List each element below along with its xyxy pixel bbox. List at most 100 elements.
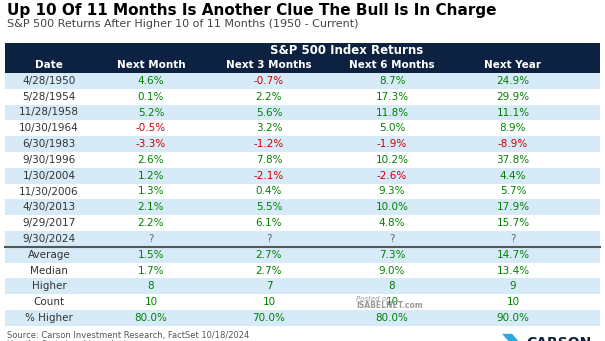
Text: 80.0%: 80.0% [134,313,168,323]
Text: Next Year: Next Year [485,60,541,71]
Text: 24.9%: 24.9% [497,76,529,86]
Text: 17.9%: 17.9% [497,202,529,212]
Bar [5,231,600,247]
Bar [5,89,600,105]
Text: 4/30/2013: 4/30/2013 [22,202,76,212]
Text: 5.0%: 5.0% [379,123,405,133]
Bar [5,43,600,58]
Text: 10: 10 [385,297,399,307]
Text: 11/28/1958: 11/28/1958 [19,107,79,118]
Bar [5,263,600,278]
Text: 5.5%: 5.5% [256,202,283,212]
Text: ?: ? [510,234,515,244]
Text: Next 6 Months: Next 6 Months [349,60,435,71]
Text: 1.5%: 1.5% [138,250,164,260]
Text: 10: 10 [145,297,157,307]
Text: 1.3%: 1.3% [138,187,164,196]
Text: 1/30/2004: 1/30/2004 [22,171,76,181]
Text: Up 10 Of 11 Months Is Another Clue The Bull Is In Charge: Up 10 Of 11 Months Is Another Clue The B… [7,3,497,18]
Polygon shape [502,334,520,341]
Text: Higher: Higher [31,281,67,291]
Text: 2.2%: 2.2% [256,92,283,102]
Text: 9.3%: 9.3% [379,187,405,196]
Text: 29.9%: 29.9% [497,92,529,102]
Text: CARSON: CARSON [526,336,591,341]
Text: Next 3 Months: Next 3 Months [226,60,312,71]
Bar [5,247,600,263]
Bar [5,215,600,231]
Text: 8.7%: 8.7% [379,76,405,86]
Text: 7.3%: 7.3% [379,250,405,260]
Text: 2.7%: 2.7% [256,266,283,276]
Text: 10/30/1964: 10/30/1964 [19,123,79,133]
Text: 5/28/1954: 5/28/1954 [22,92,76,102]
Text: 37.8%: 37.8% [497,155,529,165]
Text: ?: ? [266,234,272,244]
Text: 0.1%: 0.1% [138,92,164,102]
Text: 10.0%: 10.0% [376,202,408,212]
Text: 2.7%: 2.7% [256,250,283,260]
Text: 5.2%: 5.2% [138,107,164,118]
Text: Median: Median [30,266,68,276]
Bar [5,105,600,120]
Text: 11.1%: 11.1% [497,107,529,118]
Text: Posted on: Posted on [356,296,390,302]
Text: % Higher: % Higher [25,313,73,323]
Text: 2.6%: 2.6% [138,155,164,165]
Text: 80.0%: 80.0% [376,313,408,323]
Text: 7.8%: 7.8% [256,155,283,165]
Bar [5,73,600,89]
Bar [5,120,600,136]
Bar [5,310,600,326]
Text: 6/30/1983: 6/30/1983 [22,139,76,149]
Text: -0.5%: -0.5% [136,123,166,133]
Text: 1.2%: 1.2% [138,171,164,181]
Bar [5,294,600,310]
Text: 6.1%: 6.1% [256,218,283,228]
Bar [5,58,600,73]
Bar [5,278,600,294]
Text: Source: Carson Investment Research, FactSet 10/18/2024: Source: Carson Investment Research, Fact… [7,331,249,340]
Text: 5.6%: 5.6% [256,107,283,118]
Text: 8: 8 [148,281,154,291]
Text: -2.6%: -2.6% [377,171,407,181]
Text: 9: 9 [509,281,516,291]
Text: 13.4%: 13.4% [497,266,529,276]
Text: -2.1%: -2.1% [254,171,284,181]
Text: -8.9%: -8.9% [498,139,528,149]
Text: Date: Date [35,60,63,71]
Text: 9.0%: 9.0% [379,266,405,276]
Bar [5,168,600,183]
Text: Next Month: Next Month [117,60,185,71]
Text: 5.7%: 5.7% [500,187,526,196]
Text: 11/30/2006: 11/30/2006 [19,187,79,196]
Text: Count: Count [33,297,65,307]
Text: S&P 500 Index Returns: S&P 500 Index Returns [270,44,423,57]
Text: 14.7%: 14.7% [497,250,529,260]
Text: 9/30/1996: 9/30/1996 [22,155,76,165]
Text: 8: 8 [388,281,395,291]
Bar [5,136,600,152]
Text: -1.9%: -1.9% [377,139,407,149]
Text: ?: ? [389,234,394,244]
Text: S&P 500 Returns After Higher 10 of 11 Months (1950 - Current): S&P 500 Returns After Higher 10 of 11 Mo… [7,19,359,29]
Bar [5,199,600,215]
Text: 3.2%: 3.2% [256,123,283,133]
Text: ISABELNET.com: ISABELNET.com [356,301,423,310]
Text: 2.1%: 2.1% [138,202,164,212]
Text: 2.2%: 2.2% [138,218,164,228]
Text: Average: Average [28,250,70,260]
Text: 0.4%: 0.4% [256,187,282,196]
Text: 10: 10 [263,297,275,307]
Text: 8.9%: 8.9% [500,123,526,133]
Text: 10: 10 [506,297,520,307]
Text: 9/29/2017: 9/29/2017 [22,218,76,228]
Text: 15.7%: 15.7% [497,218,529,228]
Text: 17.3%: 17.3% [376,92,408,102]
Bar [5,152,600,168]
Bar [5,183,600,199]
Text: 4/28/1950: 4/28/1950 [22,76,76,86]
Text: 10.2%: 10.2% [376,155,408,165]
Text: 4.6%: 4.6% [138,76,164,86]
Text: -0.7%: -0.7% [254,76,284,86]
